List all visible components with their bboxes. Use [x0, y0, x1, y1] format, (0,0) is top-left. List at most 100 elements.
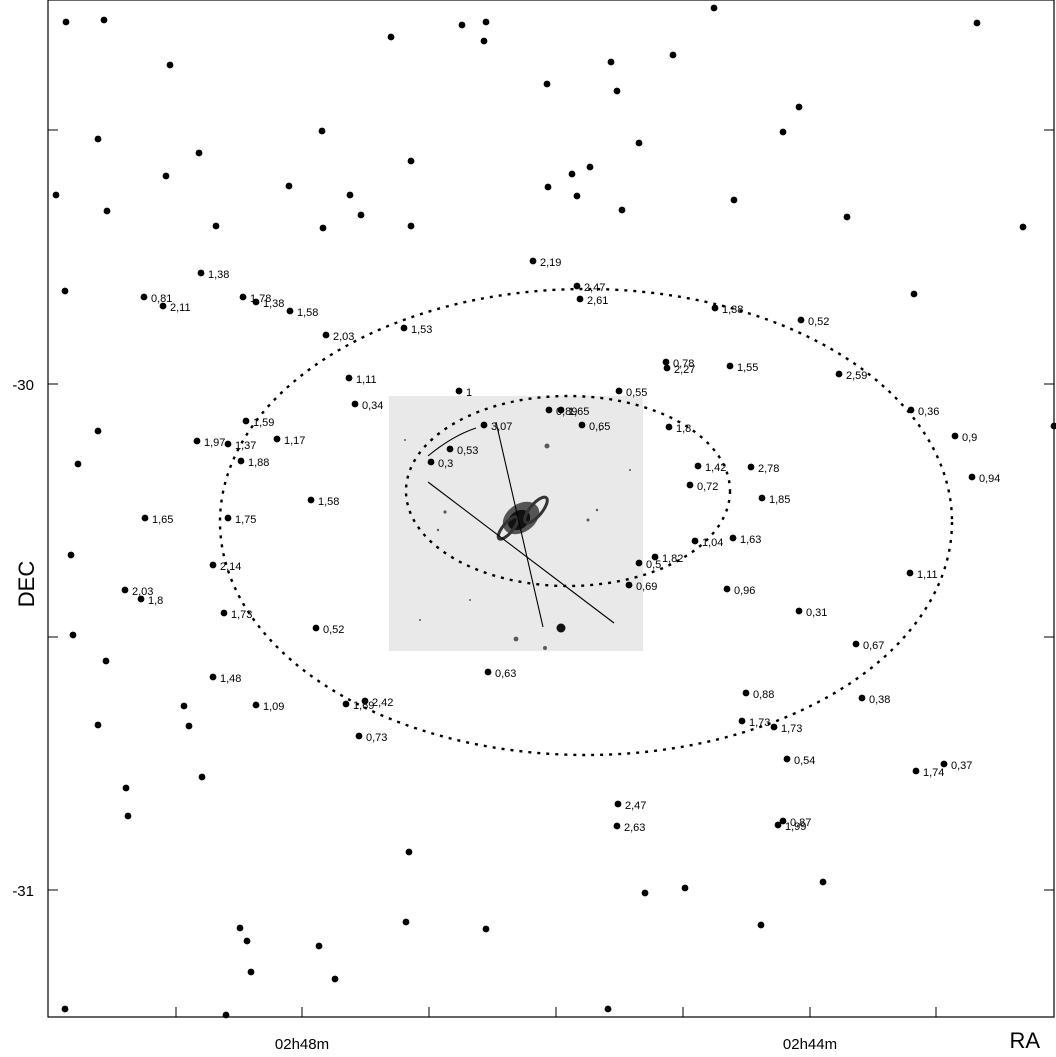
- data-label: 1,65: [568, 406, 589, 418]
- data-point: [247, 968, 255, 976]
- y-tick-label-minus31: -31: [12, 883, 34, 900]
- galaxy-image: [389, 396, 643, 651]
- data-point: [480, 37, 488, 45]
- data-point: [618, 206, 626, 214]
- data-point: [237, 457, 245, 465]
- data-label: 0,81: [151, 293, 172, 305]
- data-point: [285, 182, 293, 190]
- data-point: [357, 211, 365, 219]
- data-point: [906, 569, 914, 577]
- data-label: 1,37: [235, 440, 256, 452]
- x-ticks: [175, 1007, 937, 1017]
- data-point: [137, 595, 145, 603]
- data-point: [236, 924, 244, 932]
- data-point: [557, 406, 565, 414]
- data-point: [613, 822, 621, 830]
- data-point: [312, 624, 320, 632]
- data-label: 1,78: [250, 293, 271, 305]
- data-label: 1,04: [702, 537, 723, 549]
- inner-dashed-ellipse: [404, 394, 732, 588]
- data-point: [747, 463, 755, 471]
- data-point: [162, 172, 170, 180]
- data-point: [613, 87, 621, 95]
- data-label: 1,11: [917, 569, 938, 581]
- data-point: [355, 732, 363, 740]
- data-point: [345, 374, 353, 382]
- data-label: 2,27: [674, 364, 695, 376]
- data-point: [968, 473, 976, 481]
- data-label: 1,48: [220, 673, 241, 685]
- data-point: [52, 191, 60, 199]
- data-point: [94, 135, 102, 143]
- data-point: [651, 553, 659, 561]
- data-point: [607, 58, 615, 66]
- data-point: [729, 534, 737, 542]
- data-label: 1,82: [662, 553, 683, 565]
- data-point: [121, 586, 129, 594]
- data-point: [427, 458, 435, 466]
- data-label: 1,38: [722, 304, 743, 316]
- data-point: [342, 700, 350, 708]
- data-point: [795, 607, 803, 615]
- data-point: [62, 18, 70, 26]
- data-point: [209, 673, 217, 681]
- data-point: [635, 559, 643, 567]
- data-point: [286, 307, 294, 315]
- data-point: [315, 942, 323, 950]
- data-point: [1019, 223, 1027, 231]
- data-point: [779, 817, 787, 825]
- data-point: [1050, 422, 1056, 430]
- data-label: 1,63: [740, 534, 761, 546]
- data-label: 0,78: [673, 358, 694, 370]
- data-point: [723, 585, 731, 593]
- data-label: 2,47: [625, 800, 646, 812]
- data-point: [455, 387, 463, 395]
- data-point: [758, 494, 766, 502]
- data-point: [691, 537, 699, 545]
- data-label: 2,61: [587, 295, 608, 307]
- data-point: [222, 1011, 230, 1019]
- data-point: [124, 812, 132, 820]
- data-point: [662, 358, 670, 366]
- data-point: [140, 293, 148, 301]
- data-label: 0,36: [918, 406, 939, 418]
- data-point: [243, 937, 251, 945]
- data-label: 1,42: [705, 462, 726, 474]
- x-axis-label: RA: [1009, 1028, 1040, 1053]
- data-point: [529, 257, 537, 265]
- data-label: 0,65: [589, 421, 610, 433]
- data-label: 1,75: [235, 514, 256, 526]
- data-point: [166, 61, 174, 69]
- data-point: [252, 298, 260, 306]
- data-label: 1,8: [148, 595, 163, 607]
- data-point: [573, 282, 581, 290]
- data-label: 2,11: [170, 302, 191, 314]
- data-point: [544, 183, 552, 191]
- data-label: 0,55: [626, 387, 647, 399]
- data-point: [446, 445, 454, 453]
- data-point: [402, 918, 410, 926]
- data-label: 2,63: [624, 822, 645, 834]
- data-label: 0,52: [808, 316, 829, 328]
- data-point: [615, 387, 623, 395]
- data-point: [61, 287, 69, 295]
- data-point: [224, 440, 232, 448]
- data-point: [951, 432, 959, 440]
- data-point: [102, 657, 110, 665]
- data-label: 1,55: [737, 362, 758, 374]
- data-point: [197, 269, 205, 277]
- data-point: [239, 293, 247, 301]
- data-point: [122, 784, 130, 792]
- data-label: 3,07: [491, 421, 512, 433]
- data-point: [159, 302, 167, 310]
- data-label: 0,3: [438, 458, 453, 470]
- position-angle-lines: [427, 421, 615, 628]
- data-label: 1,09: [263, 701, 284, 713]
- data-point: [100, 16, 108, 24]
- data-label: 0,34: [362, 400, 383, 412]
- data-label: 1,17: [284, 435, 305, 447]
- data-point: [319, 224, 327, 232]
- data-point: [74, 460, 82, 468]
- data-label: 0,96: [734, 585, 755, 597]
- data-point: [665, 423, 673, 431]
